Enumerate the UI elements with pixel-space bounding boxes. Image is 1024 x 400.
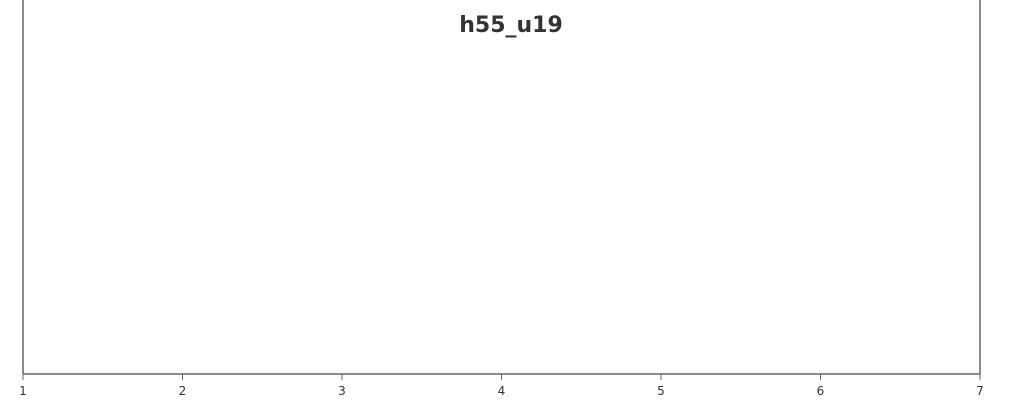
x-tick-label: 2 <box>179 384 187 398</box>
x-tick-label: 7 <box>976 384 984 398</box>
x-tick-label: 4 <box>498 384 506 398</box>
x-tick-label: 6 <box>817 384 825 398</box>
x-tick-label: 3 <box>338 384 346 398</box>
x-tick-label: 5 <box>657 384 665 398</box>
plot-area <box>22 0 981 374</box>
x-axis: 1 2 3 4 5 6 7 <box>19 373 984 398</box>
chart-title: h55_u19 <box>459 13 563 38</box>
x-tick-label: 1 <box>19 384 27 398</box>
